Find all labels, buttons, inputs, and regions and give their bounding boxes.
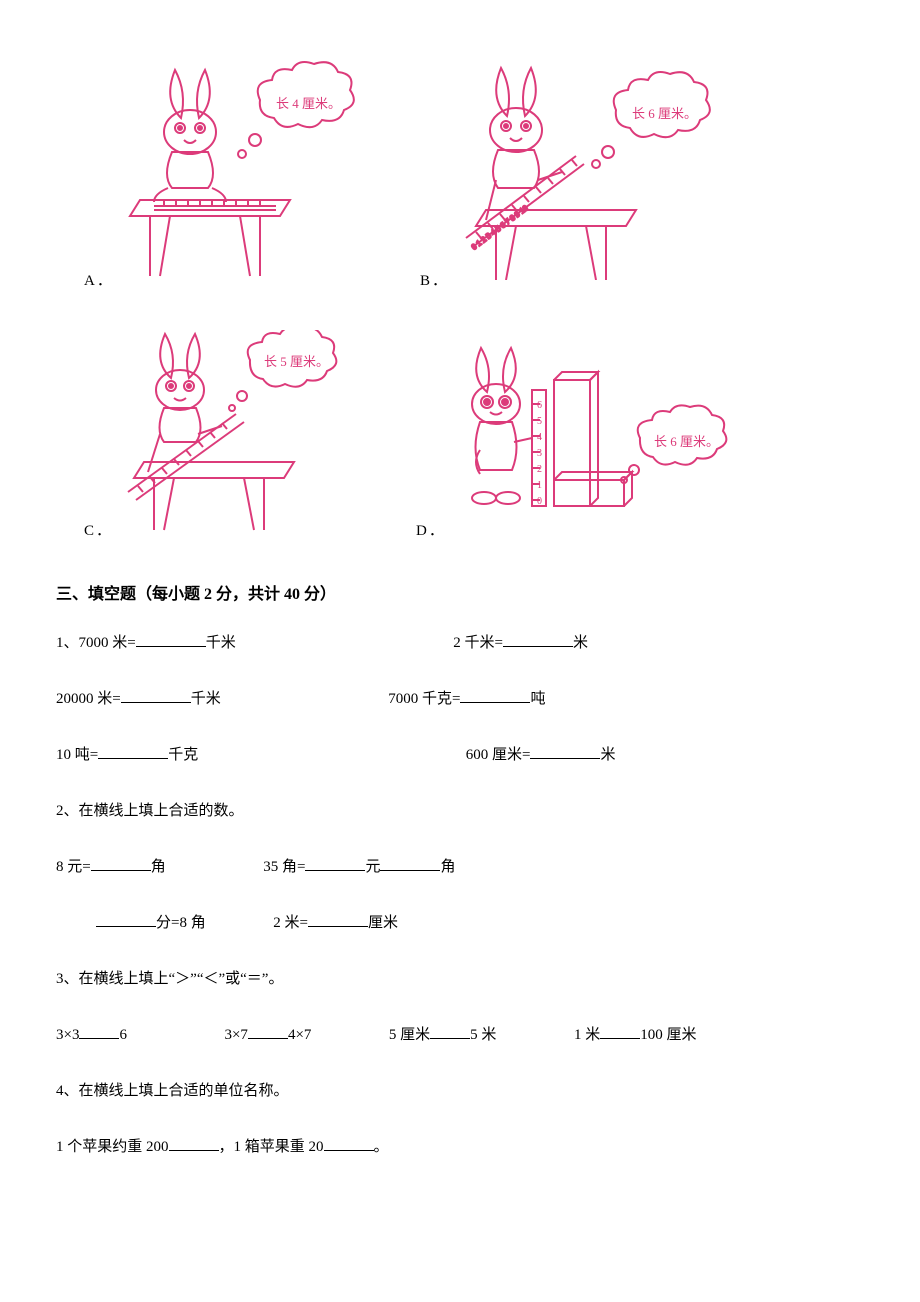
option-c-label: C． [84,519,113,540]
q1-blank4[interactable] [460,686,530,704]
q2u2: 元 [365,859,380,875]
q4mid: ，1 箱苹果重 20 [219,1139,324,1155]
q2u1: 角 [151,859,166,875]
svg-text:6: 6 [537,400,542,411]
worksheet-page: 长 4 厘米。 A． [0,0,920,1248]
rabbit-b-figure: 0 1 2 3 4 5 6 7 8 9 10 长 6 厘米。 [446,60,746,280]
q2-blank2b[interactable] [380,854,440,872]
q1a4: 7000 千克= [388,691,460,707]
rabbit-c-figure: 长 5 厘米。 [110,330,370,540]
q1a2: 2 千米= [453,635,503,651]
q1u1: 千米 [206,635,236,651]
q3a3l: 5 厘米 [389,1027,430,1043]
q1a1: 1、7000 米= [56,635,136,651]
option-d: 6 5 4 3 2 1 0 长 6 厘米。 D． [416,330,756,540]
q2-blank2a[interactable] [305,854,365,872]
rabbit-a-figure: 长 4 厘米。 [110,60,370,280]
q1-blank2[interactable] [503,630,573,648]
q2u4: 厘米 [368,915,398,931]
q3a4r: 100 厘米 [640,1027,696,1043]
q3a1l: 3×3 [56,1027,79,1043]
section-3-title: 三、填空题（每小题 2 分，共计 40 分） [56,580,864,604]
q2-blank1[interactable] [91,854,151,872]
svg-text:1: 1 [537,480,542,491]
options-row-1: 长 4 厘米。 A． [56,60,864,290]
q1u4: 吨 [530,691,545,707]
option-d-label: D． [416,519,446,540]
q1u5: 千克 [168,747,198,763]
q2-line2: 分=8 角 2 米= 厘米 [56,908,864,938]
options-row-2: 长 5 厘米。 C． [56,330,864,540]
q4-line: 1 个苹果约重 200 ，1 箱苹果重 20 。 [56,1132,864,1162]
q4a: 1 个苹果约重 200 [56,1139,169,1155]
q1a6: 600 厘米= [466,747,531,763]
q3-blank2[interactable] [248,1022,288,1040]
svg-text:5: 5 [537,416,542,427]
rabbit-d-figure: 6 5 4 3 2 1 0 长 6 厘米。 [436,330,756,540]
q1-line2: 20000 米= 千米 7000 千克= 吨 [56,684,864,714]
q4-title: 4、在横线上填上合适的单位名称。 [56,1076,864,1106]
option-c: 长 5 厘米。 C． [56,330,396,540]
q2-title: 2、在横线上填上合适的数。 [56,796,864,826]
option-b-label: B． [420,269,449,290]
q3-line: 3×3 6 3×7 4×7 5 厘米 5 米 1 米 100 厘米 [56,1020,864,1050]
q1-blank1[interactable] [136,630,206,648]
q2a3: 分=8 角 [156,915,206,931]
q2u2b: 角 [440,859,455,875]
option-a-label: A． [84,269,114,290]
q1u2: 米 [573,635,588,651]
bubble-b-text: 长 6 厘米。 [632,106,697,121]
q2-blank4[interactable] [308,910,368,928]
q1-line1: 1、7000 米= 千米 2 千米= 米 [56,628,864,658]
q3a3r: 5 米 [470,1027,496,1043]
q3a2l: 3×7 [224,1027,247,1043]
q2a4: 2 米= [273,915,308,931]
bubble-c-text: 长 5 厘米。 [264,354,329,369]
q3a1r: 6 [119,1027,127,1043]
bubble-d-text: 长 6 厘米。 [654,434,719,449]
q4-blank1[interactable] [169,1134,219,1152]
q1u3: 千米 [191,691,221,707]
q3-title: 3、在横线上填上“＞”“＜”或“＝”。 [56,964,864,994]
q4-blank2[interactable] [324,1134,374,1152]
q2-blank3[interactable] [96,910,156,928]
svg-text:3: 3 [537,448,542,459]
q1a5: 10 吨= [56,747,98,763]
bubble-a-text: 长 4 厘米。 [276,96,341,111]
q1-line3: 10 吨= 千克 600 厘米= 米 [56,740,864,770]
svg-text:0: 0 [537,496,542,507]
q3-blank1[interactable] [79,1022,119,1040]
q1-blank5[interactable] [98,742,168,760]
q3a4l: 1 米 [574,1027,600,1043]
svg-text:4: 4 [537,432,542,443]
q1-blank3[interactable] [121,686,191,704]
q1-blank6[interactable] [530,742,600,760]
q1u6: 米 [600,747,615,763]
q2a1: 8 元= [56,859,91,875]
svg-text:2: 2 [537,464,542,475]
q3-blank3[interactable] [430,1022,470,1040]
q3-blank4[interactable] [600,1022,640,1040]
q1a3: 20000 米= [56,691,121,707]
option-a: 长 4 厘米。 A． [56,60,396,290]
q3a2r: 4×7 [288,1027,311,1043]
q4end: 。 [374,1139,389,1155]
q2a2: 35 角= [263,859,305,875]
option-b: 0 1 2 3 4 5 6 7 8 9 10 长 6 厘米。 B． [416,60,756,290]
q2-line1: 8 元= 角 35 角= 元 角 [56,852,864,882]
